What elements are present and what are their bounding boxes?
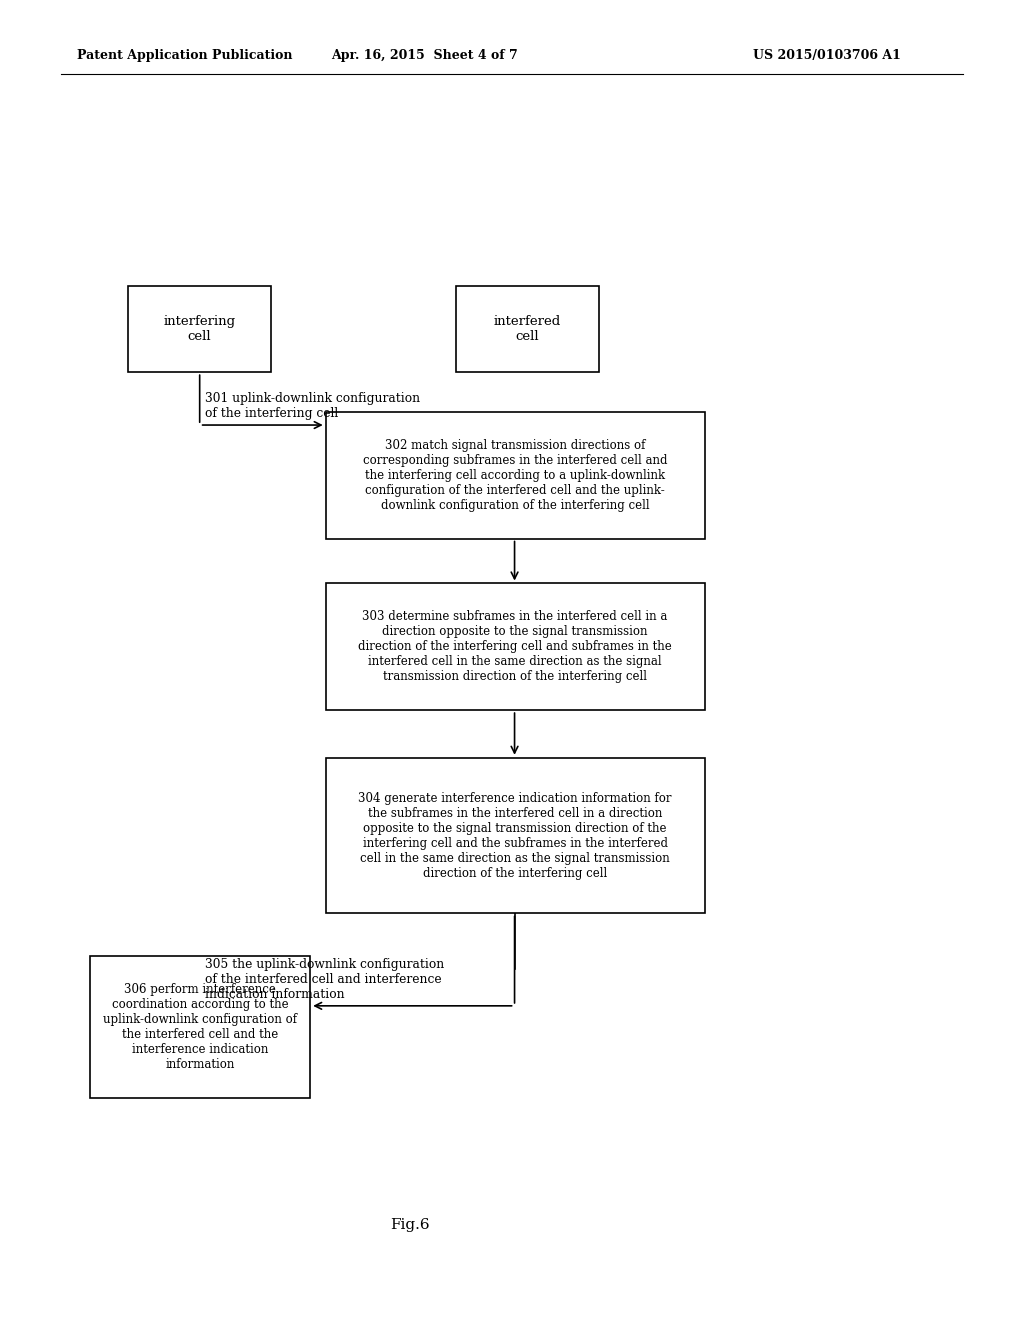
Bar xyxy=(128,286,271,372)
Bar xyxy=(326,583,705,710)
Text: 305 the uplink-downlink configuration
of the interfered cell and interference
in: 305 the uplink-downlink configuration of… xyxy=(205,957,444,1001)
Text: US 2015/0103706 A1: US 2015/0103706 A1 xyxy=(754,49,901,62)
Text: 303 determine subframes in the interfered cell in a
direction opposite to the si: 303 determine subframes in the interfere… xyxy=(358,610,672,684)
Text: 304 generate interference indication information for
the subframes in the interf: 304 generate interference indication inf… xyxy=(358,792,672,879)
Text: Fig.6: Fig.6 xyxy=(390,1218,429,1232)
Text: interfered
cell: interfered cell xyxy=(494,315,561,343)
Text: 301 uplink-downlink configuration
of the interfering cell: 301 uplink-downlink configuration of the… xyxy=(205,392,420,420)
Bar xyxy=(326,758,705,913)
Text: 302 match signal transmission directions of
corresponding subframes in the inter: 302 match signal transmission directions… xyxy=(362,438,668,512)
Text: Patent Application Publication: Patent Application Publication xyxy=(77,49,292,62)
Bar xyxy=(90,956,310,1098)
Bar xyxy=(326,412,705,539)
Text: Apr. 16, 2015  Sheet 4 of 7: Apr. 16, 2015 Sheet 4 of 7 xyxy=(332,49,518,62)
Bar xyxy=(456,286,599,372)
Text: 306 perform interference
coordination according to the
uplink-downlink configura: 306 perform interference coordination ac… xyxy=(103,983,297,1071)
Text: interfering
cell: interfering cell xyxy=(164,315,236,343)
